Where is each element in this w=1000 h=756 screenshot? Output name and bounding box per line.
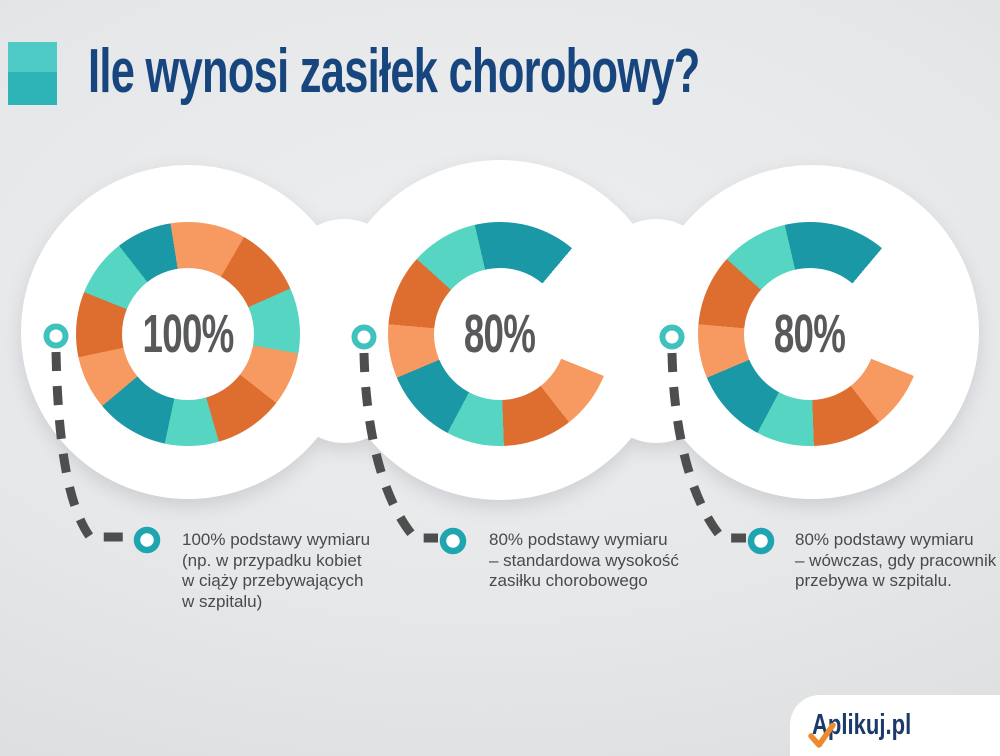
description-80-standard: 80% podstawy wymiaru – standardowa wysok… xyxy=(489,530,704,592)
description-line: 100% podstawy wymiaru xyxy=(182,530,371,549)
donut-chart-80-standard: 80% xyxy=(388,222,612,446)
aplikuj-logo-link[interactable]: Aplikuj.pl xyxy=(790,695,1000,756)
page-title: Ile wynosi zasiłek chorobowy? xyxy=(88,37,700,106)
description-line: – wówczas, gdy pracownik xyxy=(795,550,997,570)
description-line: w szpitalu) xyxy=(182,591,263,611)
logo-rest: plikuj.pl xyxy=(827,709,912,741)
donut-hole: 100% xyxy=(122,268,254,400)
description-line: (np. w przypadku kobiet xyxy=(182,550,362,570)
donut-hole: 80% xyxy=(434,268,566,400)
logo-checkmark-icon xyxy=(808,723,836,748)
donut-chart-80-hospital: 80% xyxy=(698,222,922,446)
description-line: – standardowa wysokość xyxy=(489,550,679,570)
aplikuj-logo: Aplikuj.pl xyxy=(812,709,911,742)
donut-center-label: 80% xyxy=(464,304,536,364)
accent-square-top xyxy=(8,42,57,72)
description-line: zasiłku chorobowego xyxy=(489,571,648,590)
logo-letter-a: A xyxy=(812,709,828,741)
description-line: przebywa w szpitalu. xyxy=(795,571,952,590)
donut-hole: 80% xyxy=(744,268,876,400)
description-line: 80% podstawy wymiaru xyxy=(489,530,668,549)
title-accent-square xyxy=(8,42,57,105)
accent-square-bottom xyxy=(8,72,57,105)
donut-center-label: 100% xyxy=(142,304,234,364)
donut-center-label: 80% xyxy=(774,304,846,364)
description-line: 80% podstawy wymiaru xyxy=(795,530,974,549)
description-80-hospital: 80% podstawy wymiaru – wówczas, gdy prac… xyxy=(795,530,1000,592)
description-100-percent: 100% podstawy wymiaru (np. w przypadku k… xyxy=(182,530,397,612)
donut-chart-100: 100% xyxy=(76,222,300,446)
description-line: w ciąży przebywających xyxy=(182,571,364,590)
